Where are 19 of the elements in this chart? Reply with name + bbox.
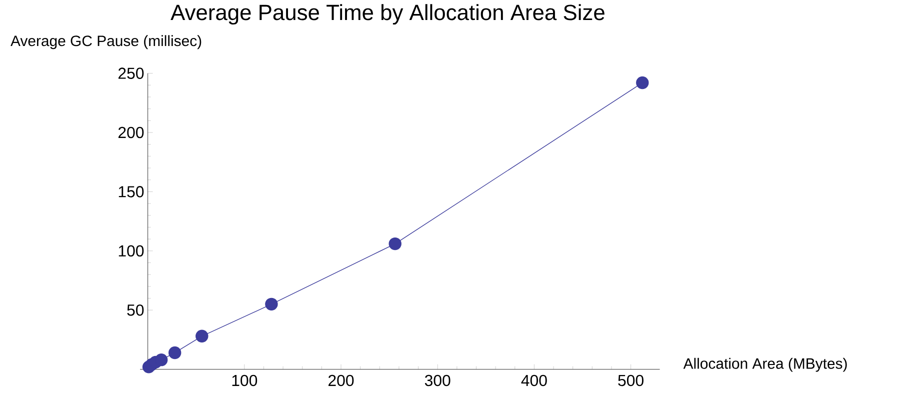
y-axis-title: Average GC Pause (millisec) [10,35,202,50]
x-tick-label: 400 [521,374,547,386]
y-tick-label: 200 [118,126,144,138]
x-tick-label: 500 [618,374,644,386]
x-axis-title: Allocation Area (MBytes) [683,358,847,372]
y-tick-label: 250 [118,68,144,79]
point [196,330,208,342]
y-tick-label: 100 [118,245,144,257]
x-tick-label: 200 [328,374,354,386]
point [388,237,402,250]
x-tick-label: 300 [424,374,450,386]
point [636,76,649,90]
y-tick-label: 50 [127,304,144,316]
point [154,353,168,366]
y-tick-label: 150 [118,186,144,198]
chart-title: Average Pause Time by Allocation Area Size [170,4,604,25]
point [168,346,182,360]
point [265,298,278,311]
x-tick-label: 100 [232,374,258,386]
